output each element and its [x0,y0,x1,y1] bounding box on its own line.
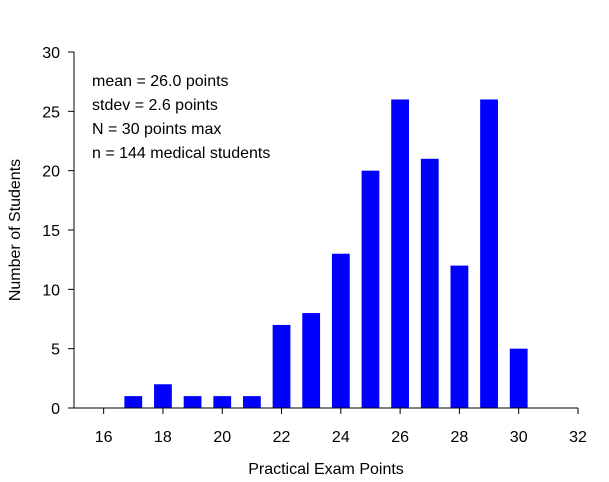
bar-24 [331,253,350,408]
x-tick-label: 24 [332,429,350,446]
y-tick-label: 30 [42,45,60,62]
bar-17 [124,396,143,408]
bar-30 [509,348,528,408]
y-tick-label: 20 [42,164,60,181]
x-tick-label: 22 [273,429,291,446]
y-axis-title: Number of Students [7,159,24,301]
bar-26 [391,99,410,408]
y-tick-label: 10 [42,282,60,299]
x-tick-label: 30 [510,429,528,446]
bars-layer [124,99,528,408]
bar-28 [450,265,469,408]
x-tick-label: 32 [569,429,587,446]
x-tick-label: 18 [154,429,172,446]
bar-18 [154,384,172,408]
x-tick-label: 28 [451,429,469,446]
x-tick-label: 26 [391,429,409,446]
annotation-student-count: n = 144 medical students [92,145,270,162]
annotation-stdev: stdev = 2.6 points [92,97,218,114]
x-axis-title: Practical Exam Points [248,461,404,478]
x-tick-label: 20 [213,429,231,446]
x-ticks: 16 18 20 22 24 26 28 30 32 [95,408,587,446]
bar-22 [272,324,291,408]
bar-20 [213,396,232,408]
bar-21 [242,396,261,408]
y-tick-label: 25 [42,104,60,121]
bar-29 [480,99,498,408]
y-ticks: 0 5 10 15 20 25 30 [42,45,74,418]
annotation-max-points: N = 30 points max [92,121,221,138]
x-tick-label: 16 [95,429,113,446]
y-tick-label: 5 [51,342,60,359]
bar-19 [183,396,202,408]
stats-annotation: mean = 26.0 points stdev = 2.6 points N … [92,73,270,162]
bar-25 [361,170,380,408]
annotation-mean: mean = 26.0 points [92,73,229,90]
bar-27 [420,158,439,408]
y-tick-label: 0 [51,401,60,418]
bar-23 [302,313,321,408]
y-tick-label: 15 [42,223,60,240]
